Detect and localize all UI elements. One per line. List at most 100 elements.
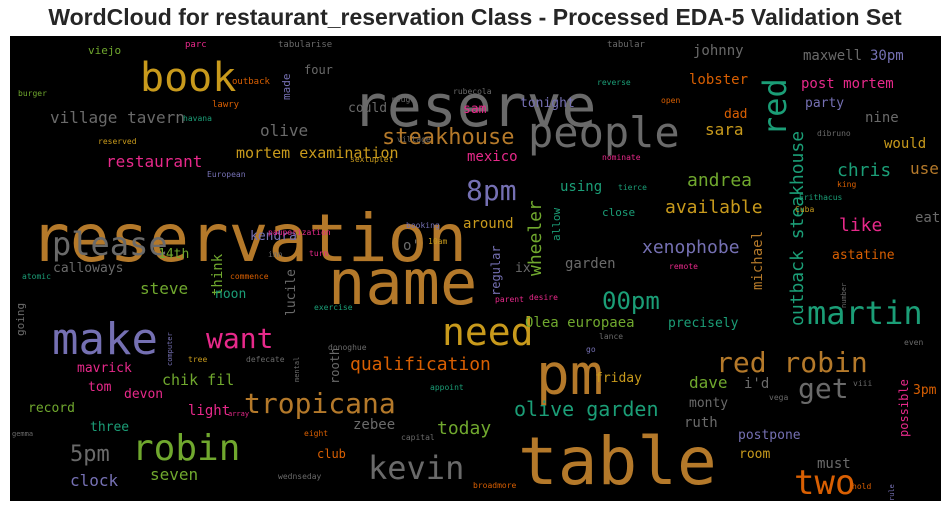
word-mental: mental [293,357,301,382]
word-like: like [839,215,882,236]
word-allow: allow [550,208,563,241]
word-noon: noon [215,287,246,302]
word-tabular: tabular [607,40,646,50]
word-martin: martin [807,294,923,332]
word-johnny: johnny [693,43,744,59]
word-viejo: viejo [88,44,121,57]
word-burger: burger [18,89,47,98]
word-close: close [602,206,635,219]
word-chris: chris [837,160,891,181]
word-get: get [798,372,849,405]
word-would: would [884,136,926,152]
word-today: today [437,418,491,439]
word-use: use [910,159,939,178]
word-using: using [560,179,602,195]
word-going: going [14,303,27,336]
word-regular: regular [489,245,503,296]
word-around: around [463,216,514,232]
word-mortem-examination: mortem examination [236,144,399,162]
word-want: want [206,322,273,355]
word-lucile: lucile [284,269,299,316]
word-post-mortem: post mortem [801,76,894,92]
word-steakhouse: steakhouse [382,125,514,150]
word-5pm: 5pm [70,442,110,467]
word-00pm: 00pm [602,287,660,315]
word-eight: eight [304,429,328,438]
word-nominate: nominate [602,153,641,162]
word-lobster: lobster [689,72,748,88]
word-reverse: reverse [597,78,631,87]
word-lance: lance [599,332,623,341]
word-olive-garden: olive garden [514,397,659,421]
word-30pm: 30pm [870,48,904,64]
word-atomic: atomic [22,272,51,281]
word-astatine: astatine [832,248,895,263]
word-cuba: Cuba [795,205,814,214]
word-outback: outback [232,77,271,87]
word-open: open [661,96,680,105]
word-mavrick: mavrick [77,361,132,376]
word-lawry: lawry [212,100,240,110]
word-think: think [210,253,226,296]
word-eat: eat [915,210,940,226]
word-seven: seven [150,465,198,484]
word-number: number [840,283,848,308]
word-king: king [837,180,856,189]
word-book: book [140,55,236,101]
word-party: party [805,96,844,111]
word-viii: viii [853,379,872,388]
word-i-d: i'd [744,376,769,392]
word-garden: garden [565,256,616,272]
word-desire: desire [529,293,558,302]
word-dave: dave [689,373,728,392]
word-appoint: appoint [430,383,464,392]
word-wheeler: wheeler [525,200,546,276]
word-record: record [28,401,75,416]
word-people: people [528,108,680,157]
word-rooth: rooth [328,348,342,384]
word-tonight: tonight [520,96,575,111]
word-mexico: mexico [467,149,518,165]
word-maxwell: maxwell [803,48,862,64]
word-kevin: kevin [368,449,464,487]
word-tabularise: tabularise [278,40,332,50]
word-3pm: 3pm [913,383,937,398]
word-postpone: postpone [738,428,801,443]
word-reservation: reservation [30,200,467,277]
word-please: please [52,225,168,263]
word-hold: hold [852,482,871,491]
word-o: o' [403,238,420,254]
word-even: even [904,338,923,347]
word-tree: tree [188,355,207,364]
word-outback-steakhouse: outback steakhouse [787,131,808,326]
word-village-tavern: village tavern [50,108,185,127]
word-array: array [228,410,249,418]
word-tierce: tierce [618,183,647,192]
word-parc: parc [185,40,207,50]
word-rule: rule [888,484,896,501]
word-make: make [52,314,158,365]
word-red: red [756,78,794,136]
word-go: go [586,345,596,354]
word-restaurant: restaurant [106,152,202,171]
word-need: need [442,310,534,354]
word-14th: 14th [158,247,189,262]
word-qualification: qualification [350,354,491,375]
word-clock: clock [70,471,119,490]
word-reserved: reserved [98,137,137,146]
word-wednseday: wednseday [278,472,322,481]
word-gemma: gemma [12,430,33,438]
word-possible: possible [897,379,911,437]
word-kendra: kendra [250,229,297,244]
word-ix: ix [515,261,531,276]
word-olea-europaea: Olea europaea [525,315,635,331]
word-village: village [397,135,431,144]
word-capital: capital [401,433,435,442]
word-xenophobe: xenophobe [642,237,740,258]
word-friday: friday [595,371,642,386]
word-tropicana: tropicana [244,387,396,420]
word-red-robin: red robin [716,346,868,379]
word-vega: vega [769,393,788,402]
word-four: four [304,63,333,77]
word-reserve: reserve [352,72,596,140]
